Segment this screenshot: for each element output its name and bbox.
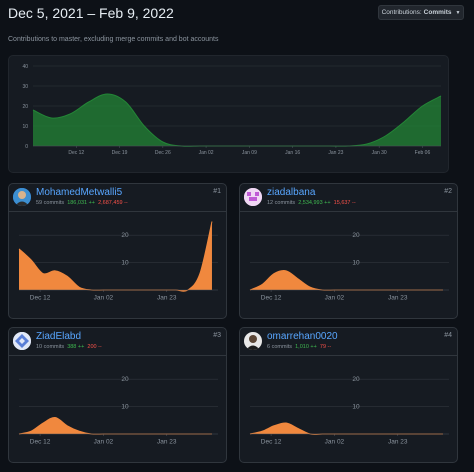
contributor-rank: #3: [213, 332, 221, 339]
identicon-avatar[interactable]: [13, 332, 31, 350]
x-tick-label: Jan 23: [388, 295, 408, 302]
deletions-count: 79 --: [319, 344, 332, 350]
contributor-card-header: ziadalbana 12 commits 2,534,993 ++ 15,63…: [240, 184, 457, 212]
commit-count: 10 commits: [36, 344, 65, 350]
overall-chart-svg: 0 10 20 30 40 Dec 12 Dec 19 Dec 26 Jan 02 Jan 09 J…: [22, 64, 442, 156]
contributor-stats: 12 commits 2,534,993 ++ 15,637 --: [267, 200, 356, 206]
x-tick-label: Dec 12: [30, 439, 51, 446]
y-tick-label: 20: [352, 232, 360, 239]
y-tick-label: 10: [352, 260, 360, 267]
commit-count: 12 commits: [267, 200, 296, 206]
contributor-card: omarrehan0020 6 commits 1,010 ++ 79 -- #…: [239, 327, 458, 463]
dropdown-value: Commits: [423, 9, 452, 16]
user-photo-icon: [13, 188, 31, 206]
contributor-name-link[interactable]: ZiadElabd: [36, 331, 82, 342]
y-tick-label: 10: [22, 124, 28, 130]
x-tick-label: Dec 12: [261, 295, 282, 302]
y-tick-label: 20: [22, 104, 28, 110]
page-header: Dec 5, 2021 – Feb 9, 2022 Contributions:…: [0, 0, 474, 60]
series-area: [19, 417, 212, 435]
x-tick-label: Jan 23: [157, 439, 177, 446]
x-tick-label: Jan 23: [328, 150, 343, 156]
series-area: [33, 94, 441, 147]
additions-count: 1,010 ++: [295, 344, 317, 350]
y-tick-label: 0: [25, 144, 28, 150]
overall-contributions-chart: 0 10 20 30 40 Dec 12 Dec 19 Dec 26 Jan 02 Jan 09 J…: [8, 55, 449, 173]
contributor-card: ziadalbana 12 commits 2,534,993 ++ 15,63…: [239, 183, 458, 319]
x-tick-label: Jan 02: [325, 295, 345, 302]
x-tick-label: Jan 02: [94, 439, 114, 446]
dropdown-label: Contributions:: [381, 9, 422, 16]
deletions-count: 200 --: [87, 344, 102, 350]
contributor-chart-svg: 10 20 Dec 12 Jan 02 Jan 23: [18, 221, 218, 302]
y-tick-label: 10: [121, 404, 129, 411]
x-tick-label: Dec 19: [112, 150, 128, 156]
x-tick-label: Jan 16: [285, 150, 300, 156]
contributor-stats: 10 commits 388 ++ 200 --: [36, 344, 102, 350]
series-area: [250, 422, 443, 435]
y-tick-label: 40: [22, 64, 28, 70]
contributor-stats: 59 commits 186,031 ++ 2,687,459 --: [36, 200, 128, 206]
y-tick-label: 20: [352, 376, 360, 383]
y-tick-label: 30: [22, 84, 28, 90]
y-tick-label: 20: [121, 376, 129, 383]
x-tick-label: Jan 02: [199, 150, 214, 156]
page-subtitle: Contributions to master, excluding merge…: [8, 36, 219, 43]
contributor-stats: 6 commits 1,010 ++ 79 --: [267, 344, 331, 350]
contributor-chart-svg: 10 20 Dec 12 Jan 02 Jan 23: [249, 232, 449, 302]
caret-down-icon: ▼: [455, 9, 461, 16]
user-photo-avatar[interactable]: [13, 188, 31, 206]
x-tick-label: Dec 26: [155, 150, 171, 156]
deletions-count: 15,637 --: [333, 200, 356, 206]
contributor-rank: #2: [444, 188, 452, 195]
contributions-type-dropdown[interactable]: Contributions: Commits ▼: [378, 5, 464, 20]
x-tick-label: Jan 23: [157, 295, 177, 302]
x-tick-label: Dec 12: [261, 439, 282, 446]
identicon-avatar[interactable]: [244, 188, 262, 206]
identicon-icon: [13, 332, 31, 350]
contributor-card-header: MohamedMetwalli5 59 commits 186,031 ++ 2…: [9, 184, 226, 212]
contributor-name-link[interactable]: MohamedMetwalli5: [36, 187, 123, 198]
additions-count: 186,031 ++: [67, 200, 96, 206]
x-tick-label: Jan 23: [388, 439, 408, 446]
x-tick-label: Jan 02: [94, 295, 114, 302]
x-tick-label: Jan 02: [325, 439, 345, 446]
contributor-card-header: omarrehan0020 6 commits 1,010 ++ 79 -- #…: [240, 328, 457, 356]
y-tick-label: 10: [352, 404, 360, 411]
identicon-icon: [244, 188, 262, 206]
x-tick-label: Feb 06: [415, 150, 431, 156]
contributor-chart-svg: 10 20 Dec 12 Jan 02 Jan 23: [249, 376, 449, 446]
contributor-card: MohamedMetwalli5 59 commits 186,031 ++ 2…: [8, 183, 227, 319]
contributor-card-header: ZiadElabd 10 commits 388 ++ 200 -- #3: [9, 328, 226, 356]
commit-count: 6 commits: [267, 344, 293, 350]
x-tick-label: Jan 09: [242, 150, 257, 156]
commit-count: 59 commits: [36, 200, 65, 206]
user-photo-avatar[interactable]: [244, 332, 262, 350]
x-tick-label: Dec 12: [30, 295, 51, 302]
date-range-title: Dec 5, 2021 – Feb 9, 2022: [8, 5, 174, 21]
user-photo-icon: [244, 332, 262, 350]
contributor-rank: #1: [213, 188, 221, 195]
contributor-rank: #4: [444, 332, 452, 339]
series-area: [250, 270, 443, 291]
contributor-chart-svg: 10 20 Dec 12 Jan 02 Jan 23: [18, 376, 218, 446]
contributor-name-link[interactable]: omarrehan0020: [267, 331, 338, 342]
y-tick-label: 20: [121, 232, 129, 239]
contributor-card: ZiadElabd 10 commits 388 ++ 200 -- #3 10…: [8, 327, 227, 463]
x-tick-label: Jan 30: [372, 150, 387, 156]
additions-count: 388 ++: [67, 344, 85, 350]
contributor-name-link[interactable]: ziadalbana: [267, 187, 316, 198]
series-area: [19, 221, 212, 292]
x-tick-label: Dec 12: [68, 150, 84, 156]
additions-count: 2,534,993 ++: [298, 200, 331, 206]
y-tick-label: 10: [121, 260, 129, 267]
deletions-count: 2,687,459 --: [98, 200, 128, 206]
